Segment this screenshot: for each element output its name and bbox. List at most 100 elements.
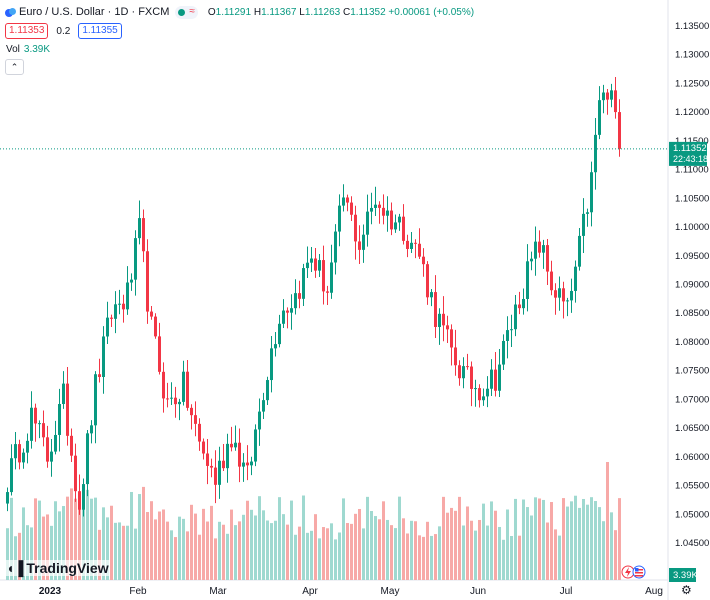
volume-bar bbox=[302, 495, 305, 580]
candle-body bbox=[74, 455, 77, 492]
candle-body bbox=[430, 292, 433, 298]
volume-tag: 3.39K bbox=[669, 568, 698, 582]
volume-bar bbox=[390, 525, 393, 580]
candle-body bbox=[566, 300, 569, 302]
volume-bar bbox=[486, 525, 489, 580]
volume-bar bbox=[282, 514, 285, 580]
volume-bar bbox=[170, 530, 173, 580]
time-tick-label: Feb bbox=[129, 586, 147, 597]
time-tick-label: Jun bbox=[470, 586, 486, 597]
volume-bar bbox=[518, 535, 521, 580]
status-pill[interactable]: ≈ bbox=[175, 5, 198, 19]
volume-bar bbox=[206, 521, 209, 580]
volume-bar bbox=[190, 504, 193, 580]
candle-body bbox=[446, 325, 449, 330]
price-tick-label: 1.05000 bbox=[675, 509, 709, 520]
candle-body bbox=[314, 258, 317, 271]
chart-header: Euro / U.S. Dollar · 1D · FXCM ≈ O1.1129… bbox=[5, 4, 474, 20]
volume-bar bbox=[186, 531, 189, 580]
candle-body bbox=[30, 407, 33, 441]
candle-body bbox=[334, 231, 337, 263]
volume-bar bbox=[402, 518, 405, 580]
candle-body bbox=[570, 290, 573, 301]
volume-bar bbox=[46, 514, 49, 580]
volume-bar bbox=[494, 510, 497, 580]
tradingview-mark-icon: ◖▐ bbox=[6, 560, 23, 576]
last-price-value: 1.11352 bbox=[673, 143, 707, 154]
price-tick-label: 1.11000 bbox=[675, 165, 709, 176]
volume-bar bbox=[418, 535, 421, 580]
volume-bar bbox=[314, 514, 317, 580]
volume-bar bbox=[258, 496, 261, 580]
candle-body bbox=[442, 313, 445, 326]
volume-bar bbox=[222, 524, 225, 580]
logo-text: TradingView bbox=[26, 560, 109, 576]
candle-body bbox=[202, 441, 205, 454]
volume-bar bbox=[146, 512, 149, 580]
collapse-legend-button[interactable]: ⌃ bbox=[5, 59, 24, 75]
candle-body bbox=[614, 90, 617, 113]
volume-bar bbox=[90, 498, 93, 580]
volume-bar bbox=[266, 520, 269, 580]
volume-tag-value: 3.39K bbox=[673, 570, 698, 581]
volume-bar bbox=[534, 497, 537, 580]
candle-body bbox=[66, 383, 69, 436]
volume-bar bbox=[294, 534, 297, 580]
volume-bar bbox=[330, 523, 333, 580]
buy-button[interactable]: 1.11355 bbox=[78, 23, 122, 39]
candle-body bbox=[554, 290, 557, 298]
volume-bar bbox=[466, 506, 469, 580]
gear-icon[interactable]: ⚙ bbox=[681, 583, 692, 597]
candle-body bbox=[146, 251, 149, 312]
candle-body bbox=[338, 205, 341, 232]
volume-bar bbox=[286, 524, 289, 580]
time-axis[interactable]: 2023 Feb Mar Apr May Jun Jul Aug bbox=[39, 586, 663, 597]
volume-bar bbox=[242, 514, 245, 580]
price-tick-label: 1.04500 bbox=[675, 538, 709, 549]
price-tick-label: 1.10000 bbox=[675, 222, 709, 233]
candle-body bbox=[426, 264, 429, 298]
volume-bar bbox=[214, 538, 217, 580]
candle-body bbox=[22, 452, 25, 463]
tradingview-logo[interactable]: ◖▐ TradingView bbox=[6, 560, 109, 576]
candle-body bbox=[462, 366, 465, 379]
candle-body bbox=[282, 310, 285, 324]
candle-body bbox=[606, 92, 609, 100]
volume-bar bbox=[554, 529, 557, 580]
candle-body bbox=[82, 484, 85, 510]
lightning-icon[interactable] bbox=[621, 565, 635, 579]
volume-bar bbox=[506, 509, 509, 580]
volume-bar bbox=[422, 536, 425, 580]
volume-bar bbox=[174, 537, 177, 580]
close-value: 1.11352 bbox=[350, 6, 386, 18]
candle-body bbox=[70, 435, 73, 456]
volume-bar bbox=[26, 525, 29, 580]
candle-body bbox=[402, 216, 405, 241]
volume-bar bbox=[470, 520, 473, 580]
volume-bar bbox=[6, 528, 9, 580]
volume-bar bbox=[450, 507, 453, 580]
volume-bar bbox=[66, 496, 69, 580]
candle-body bbox=[582, 213, 585, 236]
candle-body bbox=[318, 260, 321, 271]
volume-bar bbox=[530, 515, 533, 580]
volume-bar bbox=[342, 498, 345, 580]
volume-bar bbox=[462, 525, 465, 580]
candle-body bbox=[386, 210, 389, 216]
price-tick-label: 1.13500 bbox=[675, 21, 709, 32]
volume-bar bbox=[398, 496, 401, 580]
candle-body bbox=[398, 216, 401, 223]
volume-bar bbox=[218, 521, 221, 580]
symbol-title[interactable]: Euro / U.S. Dollar · 1D · FXCM bbox=[19, 6, 170, 18]
volume-bar bbox=[198, 534, 201, 580]
volume-bar bbox=[434, 534, 437, 580]
volume-bar bbox=[582, 498, 585, 580]
us-flag-icon[interactable] bbox=[632, 565, 646, 579]
volume-bar bbox=[50, 525, 53, 580]
sell-button[interactable]: 1.11353 bbox=[5, 23, 49, 39]
price-axis[interactable]: 1.04500 1.05000 1.05500 1.06000 1.06500 1.070… bbox=[675, 21, 709, 549]
volume-bar bbox=[322, 527, 325, 580]
candle-body bbox=[354, 214, 357, 242]
volume-bar bbox=[562, 498, 565, 580]
